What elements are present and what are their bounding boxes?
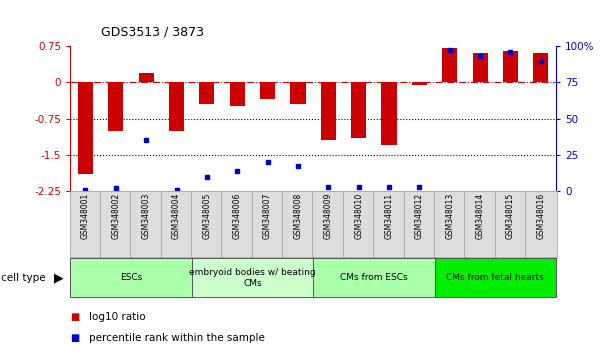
Text: GSM348007: GSM348007 [263,193,272,240]
Bar [139,73,154,82]
Text: GSM348003: GSM348003 [142,193,151,240]
Bar [321,82,336,140]
Bar [472,53,488,82]
Text: ■: ■ [70,333,79,343]
Text: GSM348012: GSM348012 [415,193,424,239]
Text: ■: ■ [70,312,79,322]
Bar [78,82,93,174]
Text: GSM348013: GSM348013 [445,193,454,239]
Text: cell type: cell type [1,273,46,283]
Text: GSM348014: GSM348014 [475,193,485,239]
Text: GSM348016: GSM348016 [536,193,546,239]
Bar [442,48,458,82]
Bar [230,82,245,107]
Text: GSM348001: GSM348001 [81,193,90,239]
Text: embryoid bodies w/ beating
CMs: embryoid bodies w/ beating CMs [189,268,316,287]
Text: GSM348010: GSM348010 [354,193,363,239]
Bar [503,51,518,82]
Text: GSM348005: GSM348005 [202,193,211,240]
Bar [381,82,397,145]
Bar [412,82,427,85]
Text: GDS3513 / 3873: GDS3513 / 3873 [101,26,204,39]
Text: CMs from fetal hearts: CMs from fetal hearts [447,273,544,282]
Text: log10 ratio: log10 ratio [89,312,145,322]
Bar [169,82,184,131]
Text: CMs from ESCs: CMs from ESCs [340,273,408,282]
Bar [533,53,549,82]
Text: GSM348002: GSM348002 [111,193,120,239]
Text: GSM348009: GSM348009 [324,193,333,240]
Text: ▶: ▶ [54,272,64,284]
Text: GSM348008: GSM348008 [293,193,302,239]
Bar [108,82,123,131]
Text: GSM348015: GSM348015 [506,193,515,239]
Text: GSM348011: GSM348011 [384,193,393,239]
Bar [290,82,306,104]
Bar [260,82,275,99]
Text: percentile rank within the sample: percentile rank within the sample [89,333,265,343]
Text: ESCs: ESCs [120,273,142,282]
Text: GSM348004: GSM348004 [172,193,181,240]
Bar [351,82,366,138]
Bar [199,82,214,104]
Text: GSM348006: GSM348006 [233,193,242,240]
